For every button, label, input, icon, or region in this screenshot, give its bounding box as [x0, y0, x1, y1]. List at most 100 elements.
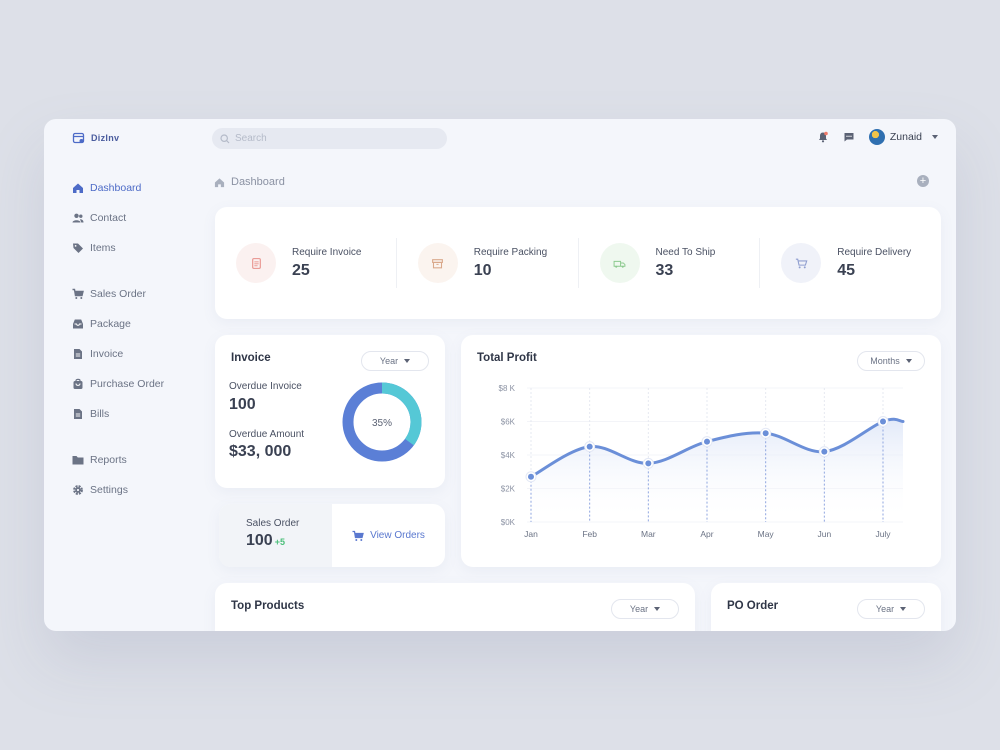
chevron-down-icon — [932, 135, 938, 139]
x-tick-label: Mar — [641, 529, 656, 539]
user-menu[interactable]: Zunaid — [868, 129, 938, 145]
sales-order-label: Sales Order — [246, 518, 300, 529]
y-tick-label: $2K — [501, 485, 516, 494]
overdue-invoice-label: Overdue Invoice — [229, 381, 302, 392]
data-point — [762, 430, 769, 437]
sidebar-item-label: Items — [90, 242, 116, 254]
dropdown-value: Months — [870, 356, 900, 366]
sidebar-item-label: Settings — [90, 484, 128, 496]
sidebar-item-label: Contact — [90, 212, 127, 224]
profit-months-dropdown[interactable]: Months — [857, 351, 925, 371]
sales-order-delta: +5 — [274, 537, 285, 547]
chat-icon[interactable] — [843, 131, 855, 143]
y-tick-label: $6K — [501, 418, 516, 427]
profit-title: Total Profit — [477, 352, 537, 364]
x-tick-label: May — [758, 529, 775, 539]
stat-icon-circle — [599, 243, 640, 283]
stat-require-invoice[interactable]: Require Invoice 25 — [215, 238, 397, 288]
gear-icon — [73, 485, 83, 495]
invoice-card: Invoice Year Overdue Invoice 100 Overdue… — [215, 335, 445, 488]
sales-order-summary: Sales Order 100 +5 — [219, 504, 332, 567]
data-point — [586, 443, 593, 450]
sidebar-item-settings[interactable]: Settings — [72, 475, 212, 505]
view-orders-label: View Orders — [370, 530, 425, 541]
stat-label: Require Packing — [473, 246, 548, 258]
sidebar-item-label: Reports — [90, 454, 127, 466]
search-input[interactable] — [235, 133, 435, 144]
header-actions: Zunaid — [817, 129, 938, 145]
data-point — [821, 448, 828, 455]
sidebar-item-purchase-order[interactable]: Purchase Order — [72, 369, 212, 399]
store-icon — [72, 132, 85, 144]
document-icon — [74, 349, 82, 359]
stat-icon-circle — [236, 243, 276, 283]
dropdown-value: Year — [875, 604, 895, 614]
total-profit-card: Total Profit Months $8 K $6K $4K $2K $0K Jan F… — [461, 335, 941, 567]
document-icon — [74, 409, 82, 419]
overdue-amount-label: Overdue Amount — [229, 429, 305, 440]
search-bar — [212, 128, 447, 149]
dropdown-value: Year — [379, 356, 399, 366]
stat-require-delivery[interactable]: Require Delivery 45 — [760, 238, 941, 288]
sidebar-item-dashboard[interactable]: Dashboard — [72, 173, 212, 203]
sidebar-item-label: Purchase Order — [90, 378, 165, 390]
stats-card: Require Invoice 25 Require Packing 10 Ne… — [215, 207, 941, 319]
chevron-down-icon — [654, 607, 661, 611]
folder-icon — [72, 456, 84, 465]
sidebar-item-label: Invoice — [90, 348, 124, 360]
bell-icon[interactable] — [817, 131, 829, 143]
profit-line-chart: $8 K $6K $4K $2K $0K Jan Feb Mar Apr May Jun July — [499, 384, 905, 539]
x-tick-label: Feb — [582, 529, 597, 539]
stat-require-packing[interactable]: Require Packing 10 — [397, 238, 579, 288]
inbox-icon — [73, 319, 83, 329]
po-order-card: PO Order Year — [711, 583, 941, 631]
bag-icon — [73, 378, 83, 389]
po-order-year-dropdown[interactable]: Year — [857, 599, 925, 619]
cart-icon — [352, 530, 364, 541]
breadcrumb: Dashboard — [214, 176, 285, 188]
data-point — [645, 460, 652, 467]
stat-value: 25 — [292, 261, 310, 279]
sidebar-item-bills[interactable]: Bills — [72, 399, 212, 429]
sidebar-item-invoice[interactable]: Invoice — [72, 339, 212, 369]
invoice-year-dropdown[interactable]: Year — [361, 351, 429, 371]
sidebar-item-label: Sales Order — [90, 288, 147, 300]
cart-icon — [72, 288, 84, 299]
breadcrumb-label: Dashboard — [231, 176, 285, 188]
sidebar-item-label: Package — [90, 318, 131, 330]
stat-icon-circle — [781, 243, 822, 283]
area-fill — [531, 419, 903, 522]
stat-value: 33 — [655, 261, 674, 279]
sidebar-item-reports[interactable]: Reports — [72, 445, 212, 475]
app-window: DizInv Zunaid Dashboard — [44, 119, 956, 631]
dropdown-value: Year — [629, 604, 649, 614]
invoice-donut-chart: 35% — [342, 382, 422, 462]
donut-arc — [342, 382, 422, 462]
sidebar-item-label: Dashboard — [90, 182, 142, 194]
stat-label: Need To Ship — [655, 246, 716, 258]
view-orders-button[interactable]: View Orders — [332, 504, 445, 567]
add-button[interactable]: + — [917, 175, 929, 187]
sidebar-item-contact[interactable]: Contact — [72, 203, 212, 233]
donut-label: 35% — [372, 418, 392, 429]
po-order-title: PO Order — [727, 600, 779, 612]
search-icon — [220, 133, 230, 143]
sidebar-item-sales-order[interactable]: Sales Order — [72, 279, 212, 309]
home-icon — [73, 183, 83, 193]
sidebar-item-items[interactable]: Items — [72, 233, 212, 263]
overdue-invoice-value: 100 — [229, 396, 256, 413]
stat-value: 10 — [473, 261, 492, 279]
app-logo[interactable]: DizInv — [72, 131, 119, 144]
top-products-year-dropdown[interactable]: Year — [611, 599, 679, 619]
stat-value: 45 — [837, 261, 856, 279]
cart-icon — [795, 258, 808, 268]
y-tick-label: $0K — [501, 518, 516, 527]
top-products-title: Top Products — [231, 600, 305, 612]
stat-need-to-ship[interactable]: Need To Ship 33 — [579, 238, 761, 288]
x-tick-label: Apr — [700, 529, 713, 539]
home-icon — [214, 177, 225, 187]
y-tick-label: $8 K — [499, 384, 516, 393]
sidebar-item-package[interactable]: Package — [72, 309, 212, 339]
stat-label: Require Invoice — [292, 246, 362, 258]
sales-order-count: 100 — [246, 532, 273, 549]
